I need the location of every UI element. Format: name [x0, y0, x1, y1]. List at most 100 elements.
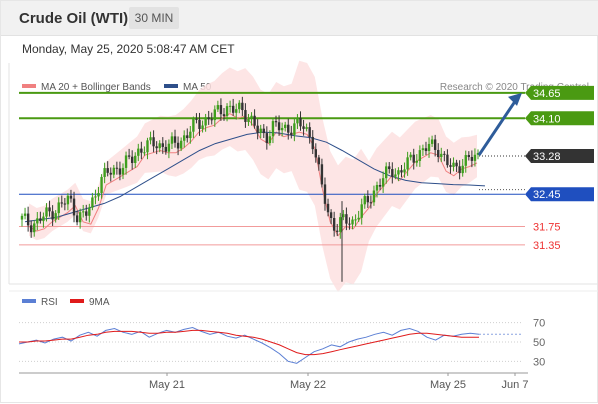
- time-axis-labels: May 21 May 22 May 25 Jun 7: [149, 373, 529, 391]
- candle-body: [378, 184, 382, 187]
- candle-body: [329, 212, 333, 219]
- candle-body: [293, 123, 296, 135]
- level-tag-label: 33.28: [533, 151, 561, 163]
- candle-body: [449, 165, 452, 167]
- candle-body: [458, 166, 461, 174]
- candle-body: [427, 143, 431, 152]
- candle-body: [140, 148, 143, 153]
- candle-body: [210, 119, 213, 121]
- candle-body: [440, 153, 443, 157]
- candle-body: [271, 121, 275, 137]
- forecast-arrow-head: [508, 92, 522, 106]
- candle-body: [277, 122, 281, 131]
- research-credit: Research © 2020 Trading Central: [440, 82, 589, 93]
- rsi-panel: 70 50 30: [18, 318, 545, 368]
- candle-body: [391, 169, 394, 177]
- candle-body: [406, 157, 409, 170]
- candle-body: [228, 105, 232, 107]
- candle-body: [424, 148, 428, 152]
- candle-body: [45, 207, 48, 217]
- level-tag-resistance: [525, 111, 594, 126]
- candle-body: [302, 126, 305, 129]
- level-tag-resistance: [525, 85, 594, 100]
- candle-body: [23, 213, 27, 216]
- time-axis-label: Jun 7: [502, 379, 529, 391]
- candle-body: [372, 190, 376, 203]
- candle-body: [121, 167, 125, 175]
- candle-body: [314, 149, 317, 158]
- datetime-stamp: Monday, May 25, 2020 5:08:47 AM CET: [22, 42, 235, 56]
- candle-body: [443, 153, 446, 155]
- candle-body: [186, 135, 189, 139]
- candle-body: [146, 140, 149, 153]
- rsi-9ma-legend-label: 9MA: [89, 297, 110, 308]
- candle-body: [225, 106, 229, 117]
- candle-body: [42, 216, 45, 222]
- candle-body: [400, 170, 403, 173]
- candle-body: [207, 117, 210, 120]
- rsi-line: [18, 326, 480, 364]
- rsi-9ma-line: [19, 329, 479, 356]
- candle-body: [82, 211, 85, 213]
- level-tag-label: 32.45: [533, 189, 561, 201]
- candle-body: [192, 118, 195, 132]
- level-tag-last: [525, 149, 594, 164]
- candle-body: [464, 155, 467, 166]
- candle-body: [118, 168, 122, 175]
- candle-body: [476, 152, 480, 155]
- legend-ma20-swatch: [22, 84, 36, 88]
- level-tag-pivot: [525, 187, 594, 202]
- candle-body: [326, 203, 330, 213]
- candle-body: [336, 230, 339, 232]
- candle-body: [155, 146, 158, 149]
- candle-body: [235, 109, 238, 113]
- candle-body: [421, 148, 425, 151]
- candle-body: [290, 132, 293, 135]
- candle-body: [170, 136, 174, 144]
- bollinger-band-fill: [29, 60, 477, 293]
- candle-body: [296, 117, 299, 124]
- candle-body: [112, 167, 116, 175]
- candle-body: [354, 219, 357, 221]
- candle-body: [198, 119, 201, 129]
- level-tag-label: 31.35: [533, 240, 561, 252]
- candle-body: [412, 154, 415, 163]
- rsi-tick-label: 50: [533, 337, 545, 349]
- legend-ma20-label: MA 20 + Bollinger Bands: [41, 82, 151, 93]
- candle-body: [299, 117, 302, 127]
- candle-body: [137, 148, 140, 156]
- candle-body: [143, 152, 146, 154]
- candle-body: [332, 218, 336, 231]
- candle-body: [305, 127, 308, 129]
- candle-body: [345, 214, 348, 224]
- legend-ma50-label: MA 50: [183, 82, 212, 93]
- candle-body: [60, 202, 63, 204]
- timeframe-badge[interactable]: 30 MIN: [129, 7, 179, 29]
- candle-body: [75, 215, 79, 223]
- level-tags: 34.65 34.10 33.28 32.45 31.75 31.35: [525, 85, 594, 252]
- candle-body: [57, 202, 60, 214]
- candle-body: [48, 207, 51, 212]
- candle-body: [274, 121, 278, 123]
- candle-body: [253, 115, 256, 126]
- legend-ma50-swatch: [164, 84, 178, 88]
- candle-body: [348, 223, 351, 225]
- candle-body: [103, 168, 106, 177]
- candle-body: [106, 168, 109, 173]
- candle-body: [158, 143, 161, 149]
- ma50-line: [24, 131, 486, 223]
- candle-body: [20, 215, 24, 220]
- candle-body: [388, 166, 391, 170]
- candle-body: [39, 218, 42, 222]
- widget-header: Crude Oil (WTI) 30 MIN: [1, 1, 598, 36]
- candle-body: [201, 125, 204, 129]
- candle-body: [403, 169, 406, 173]
- time-axis-label: May 22: [290, 379, 326, 391]
- candle-body: [66, 195, 70, 205]
- candle-body: [88, 207, 91, 216]
- candle-body: [247, 118, 250, 122]
- candle-body: [268, 136, 272, 143]
- candle-body: [311, 136, 314, 150]
